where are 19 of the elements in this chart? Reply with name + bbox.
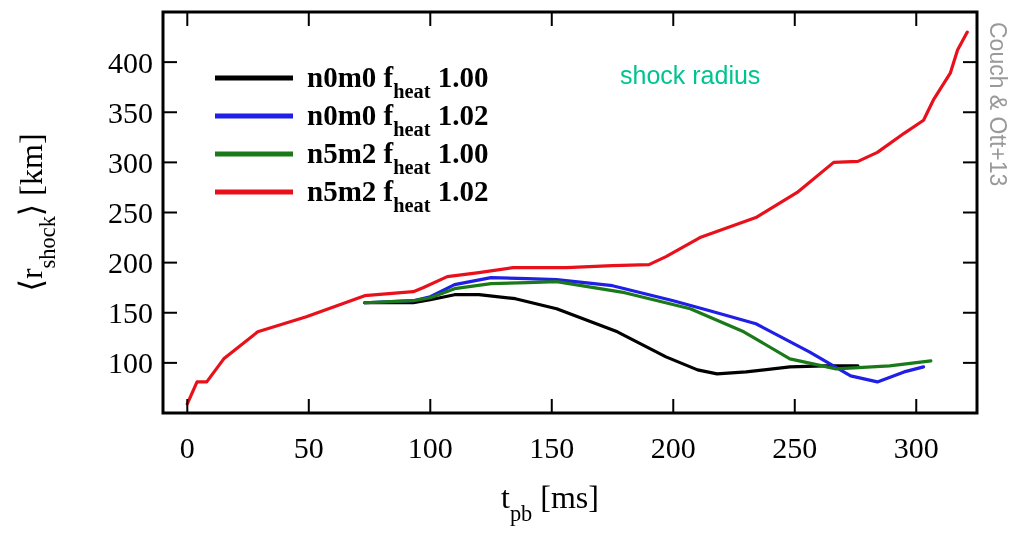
line-series	[363, 280, 933, 371]
y-tick-label: 350	[108, 95, 153, 129]
x-tick-label: 150	[529, 431, 575, 464]
y-tick-label: 150	[108, 296, 153, 330]
line-series	[185, 30, 969, 406]
y-tick-label: 250	[108, 196, 153, 229]
y-tick-label: 400	[108, 45, 153, 79]
x-tick-label: 0	[179, 431, 195, 464]
x-tick-label: 300	[893, 431, 939, 464]
y-tick-label: 300	[108, 145, 153, 179]
y-tick-label: 200	[108, 246, 153, 280]
x-tick-label: 200	[650, 431, 696, 464]
x-axis-title: t$_{pb}$ [ms]	[501, 479, 599, 526]
y-tick-label: 100	[108, 346, 153, 380]
x-tick-label: 50	[293, 431, 324, 464]
x-tick-label: 100	[407, 431, 453, 464]
text: Couch & Ott+13	[985, 22, 1011, 187]
x-tick-label: 250	[772, 431, 818, 464]
annotation: shock radius	[620, 61, 761, 89]
